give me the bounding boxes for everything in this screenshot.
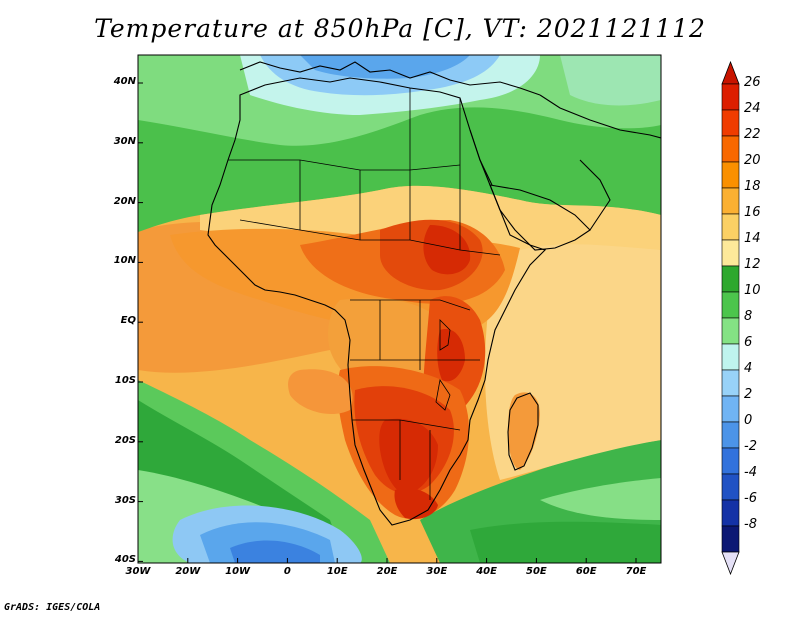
colorbar-label: 12 (744, 257, 761, 272)
colorbar-label: 16 (744, 205, 761, 220)
colorbar-label: -4 (744, 465, 757, 480)
colorbar-label: 24 (744, 101, 761, 116)
colorbar-segment (721, 239, 740, 267)
colorbar-segment (721, 187, 740, 215)
colorbar-label: 14 (744, 231, 761, 246)
colorbar-label: 20 (744, 153, 761, 168)
lat-label: 40N (113, 76, 136, 87)
lat-label: EQ (120, 315, 136, 327)
lon-label: 0 (283, 566, 291, 577)
colorbar-label: 18 (744, 179, 761, 194)
colorbar-segment (721, 343, 740, 371)
lon-label: 30W (125, 566, 151, 577)
lat-label: 10N (113, 255, 136, 267)
colorbar-segment (721, 447, 740, 475)
colorbar-segment (721, 421, 740, 449)
colorbar-label: 2 (744, 387, 753, 402)
coastlines (207, 61, 661, 526)
colorbar-segment (721, 83, 740, 111)
lon-label: 10E (326, 566, 348, 577)
lon-label: 20E (376, 566, 398, 577)
lat-label: 20S (114, 434, 136, 446)
colorbar-segment (721, 109, 740, 137)
lat-label: 40S (114, 554, 136, 566)
axis-ticks (137, 82, 637, 563)
lon-label: 20W (175, 566, 201, 577)
colorbar-top-arrow (721, 60, 740, 85)
colorbar-label: 4 (744, 361, 753, 376)
lat-label: 20N (113, 195, 136, 207)
colorbar-label: -8 (744, 517, 757, 532)
colorbar-label: -2 (744, 439, 757, 454)
lon-label: 30E (426, 566, 448, 577)
colorbar-segment (721, 369, 740, 397)
colorbar-label: 8 (744, 309, 753, 324)
map-title: Temperature at 850hPa [C], VT: 202112111… (94, 14, 706, 43)
colorbar-segment (721, 317, 740, 345)
lon-label: 60E (575, 566, 597, 577)
colorbar (721, 60, 740, 576)
map-frame (137, 54, 662, 564)
colorbar-label: -6 (744, 491, 757, 506)
map-field (138, 55, 661, 563)
colorbar-bottom-arrow (721, 551, 740, 576)
lon-label: 40E (476, 566, 497, 577)
lat-label: 10S (114, 375, 136, 386)
colorbar-label: 26 (744, 75, 761, 90)
colorbar-segment (721, 499, 740, 527)
colorbar-label: 6 (744, 335, 753, 350)
colorbar-label: 22 (744, 127, 761, 142)
colorbar-segment (721, 135, 740, 163)
colorbar-label: 0 (744, 413, 753, 428)
lon-label: 10W (225, 566, 251, 577)
credit-text: GrADS: IGES/COLA (4, 602, 101, 613)
colorbar-segment (721, 213, 740, 241)
colorbar-segment (721, 395, 740, 423)
colorbar-segment (721, 161, 740, 189)
colorbar-segment (721, 473, 740, 501)
lon-label: 50E (526, 566, 547, 577)
lat-label: 30S (114, 494, 136, 506)
colorbar-segment (721, 265, 740, 293)
lon-label: 70E (625, 566, 647, 577)
colorbar-segment (721, 291, 740, 319)
colorbar-label: 10 (744, 283, 761, 298)
lat-label: 30N (113, 135, 136, 147)
colorbar-segment (721, 525, 740, 553)
